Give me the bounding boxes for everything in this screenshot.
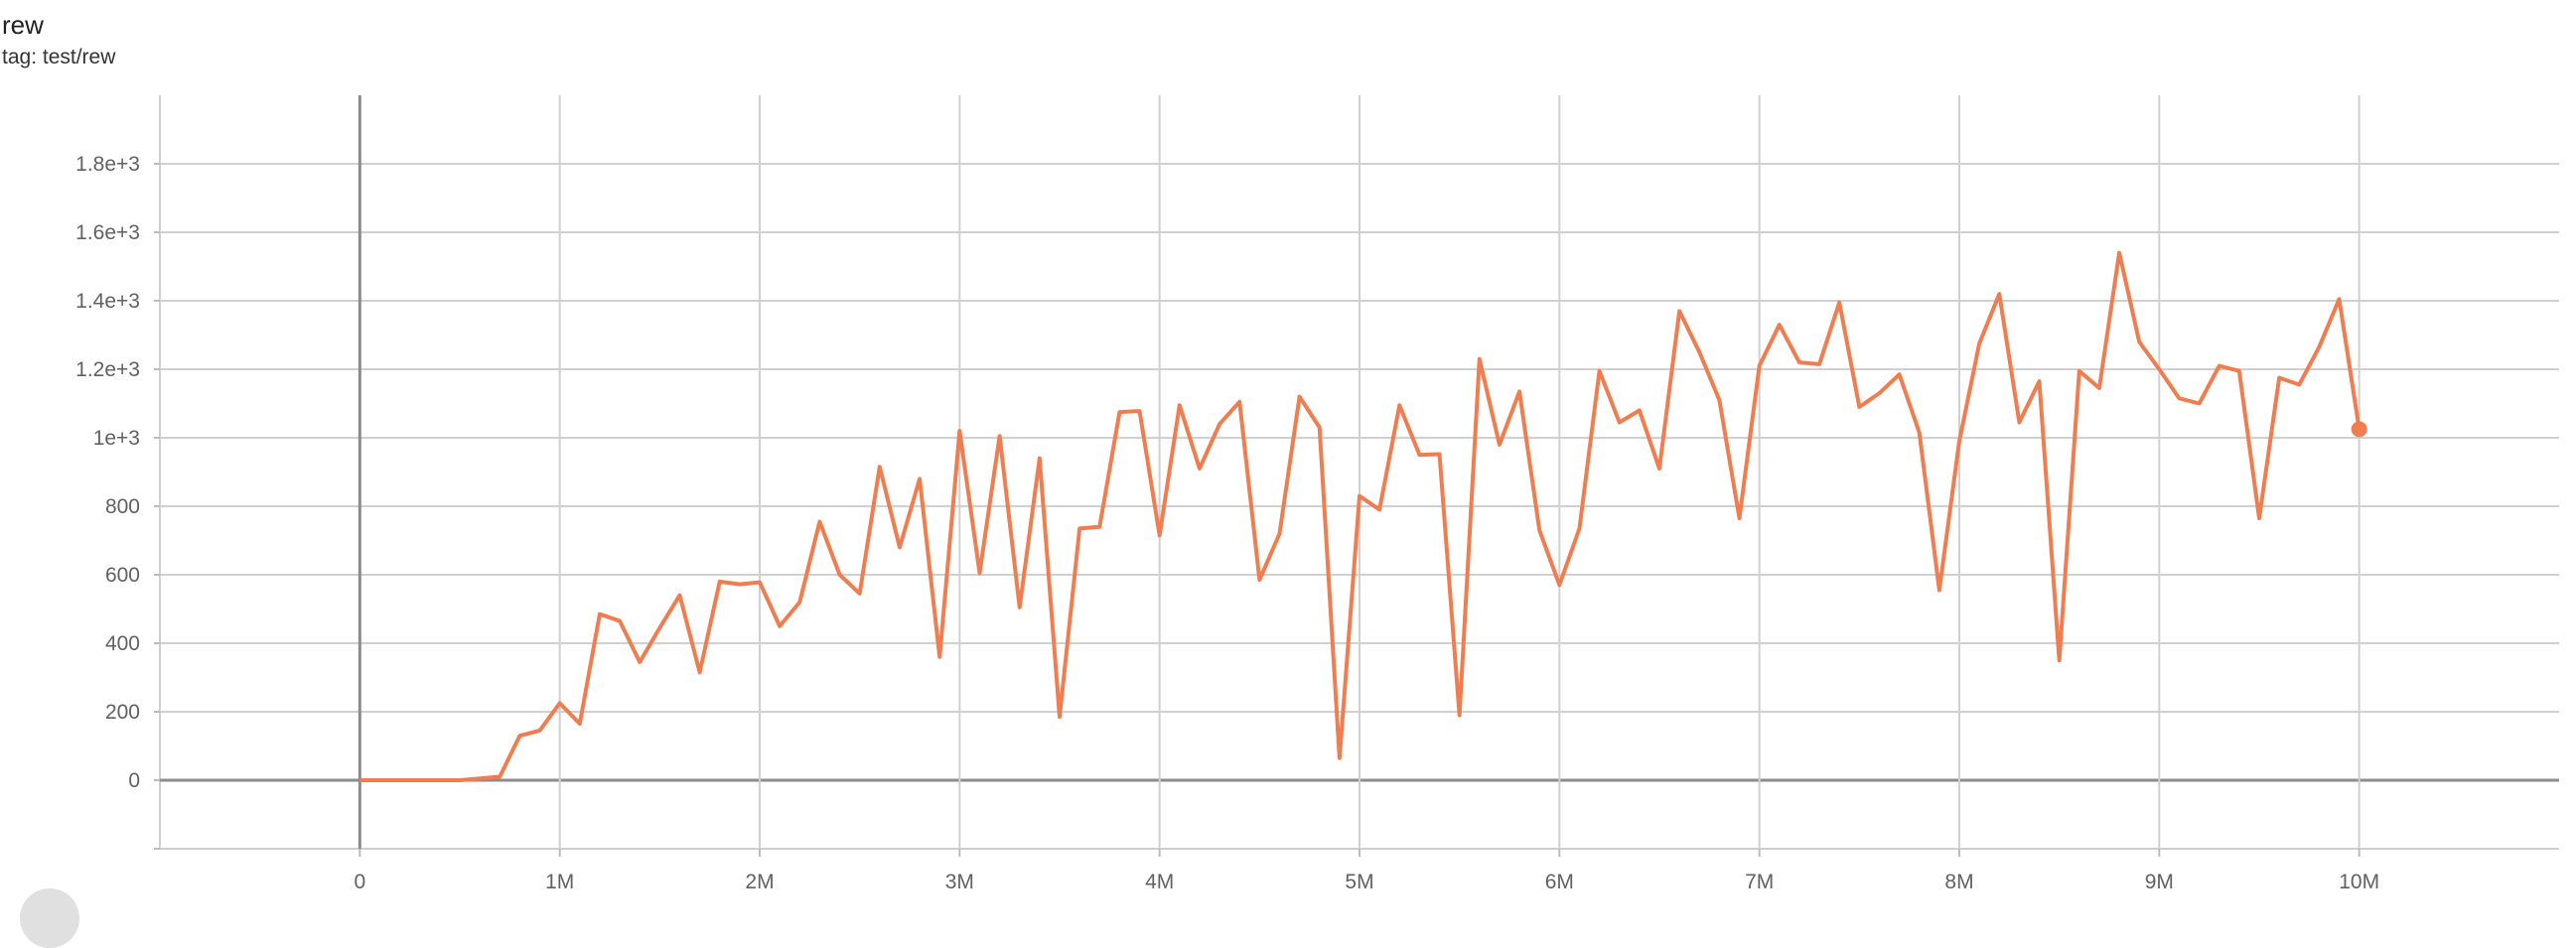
chart-tag: tag: test/rew	[2, 46, 116, 68]
x-tick-label: 9M	[2145, 871, 2174, 893]
expand-button[interactable]	[20, 888, 79, 948]
y-tick-label: 600	[105, 564, 140, 587]
y-tick-label: 1.4e+3	[75, 290, 140, 313]
y-tick-label: 1.2e+3	[75, 358, 140, 381]
y-tick-label: 400	[105, 632, 140, 655]
x-tick-label: 4M	[1145, 871, 1174, 893]
y-tick-label: 800	[105, 495, 140, 518]
y-tick-label: 200	[105, 701, 140, 724]
x-tick-label: 6M	[1545, 871, 1574, 893]
line-chart: 0 200 400 600 800 1e+3 1.2e+3 1.4e+3 1.6e+3 1.8e+…	[75, 95, 2559, 893]
x-tick-label: 0	[354, 871, 365, 893]
series-line	[359, 250, 2361, 782]
x-tick-label: 10M	[2339, 871, 2379, 893]
x-tick-label: 1M	[545, 871, 574, 893]
x-tick-label: 5M	[1345, 871, 1373, 893]
x-tick-label: 3M	[945, 871, 974, 893]
y-tick-label: 1.8e+3	[75, 153, 140, 176]
y-tick-label: 1e+3	[93, 427, 140, 450]
x-tick-label: 2M	[745, 871, 774, 893]
y-tick-label: 0	[128, 769, 140, 792]
y-tick-label: 1.6e+3	[75, 221, 140, 244]
x-tick-label: 8M	[1944, 871, 1973, 893]
x-tick-label: 7M	[1745, 871, 1774, 893]
last-point-marker	[2351, 421, 2367, 438]
chart-title: rew	[2, 10, 44, 40]
